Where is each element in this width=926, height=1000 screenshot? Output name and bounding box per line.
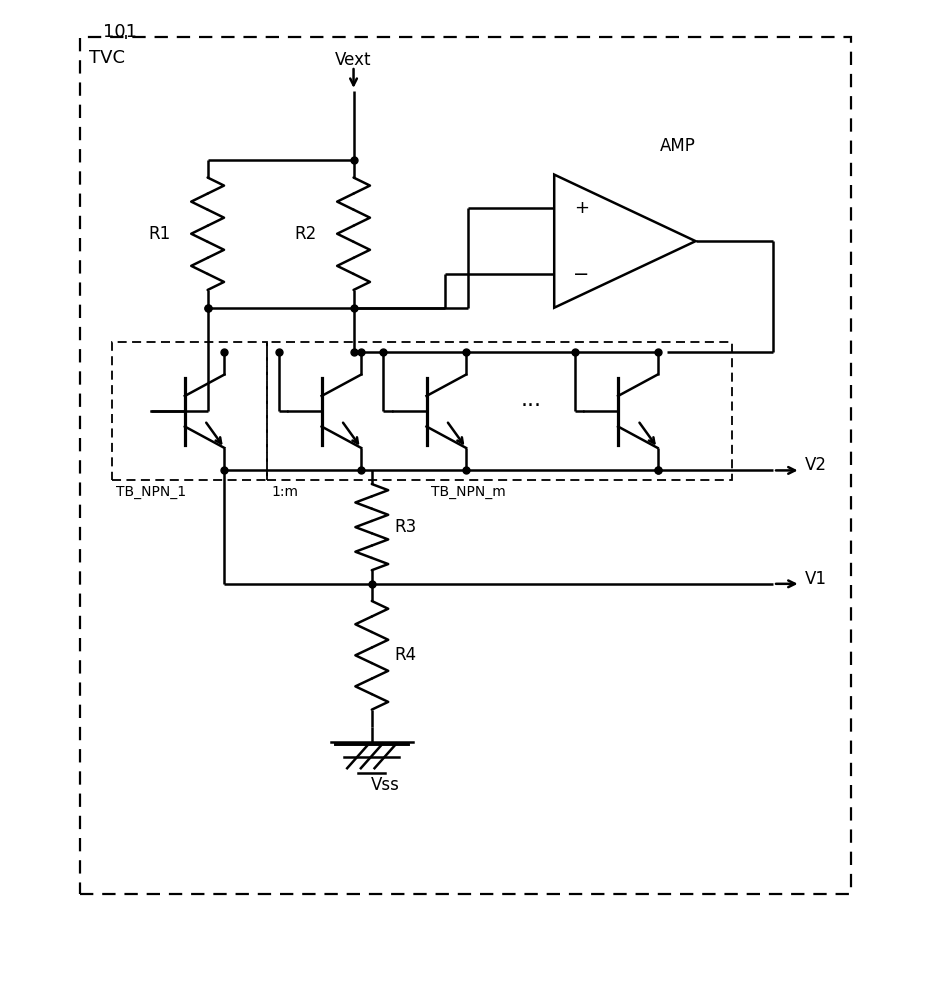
Text: V2: V2 [805,456,827,474]
Text: TVC: TVC [89,49,125,67]
Text: R3: R3 [394,518,417,536]
Bar [80,37,851,894]
Bar [267,342,732,480]
Text: R2: R2 [294,225,317,243]
Text: ···: ··· [521,396,542,416]
Text: Vss: Vss [371,776,400,794]
Text: TB_NPN_m: TB_NPN_m [432,485,506,499]
Text: R1: R1 [149,225,171,243]
Bar [112,342,267,480]
Text: V1: V1 [805,570,827,588]
Text: −: − [573,265,590,284]
Text: TB_NPN_1: TB_NPN_1 [117,485,186,499]
Text: AMP: AMP [659,137,695,155]
Text: R4: R4 [394,646,417,664]
Text: Vext: Vext [335,51,372,69]
Text: 101: 101 [103,23,137,41]
Text: 1:m: 1:m [271,485,298,499]
Text: +: + [574,199,589,217]
